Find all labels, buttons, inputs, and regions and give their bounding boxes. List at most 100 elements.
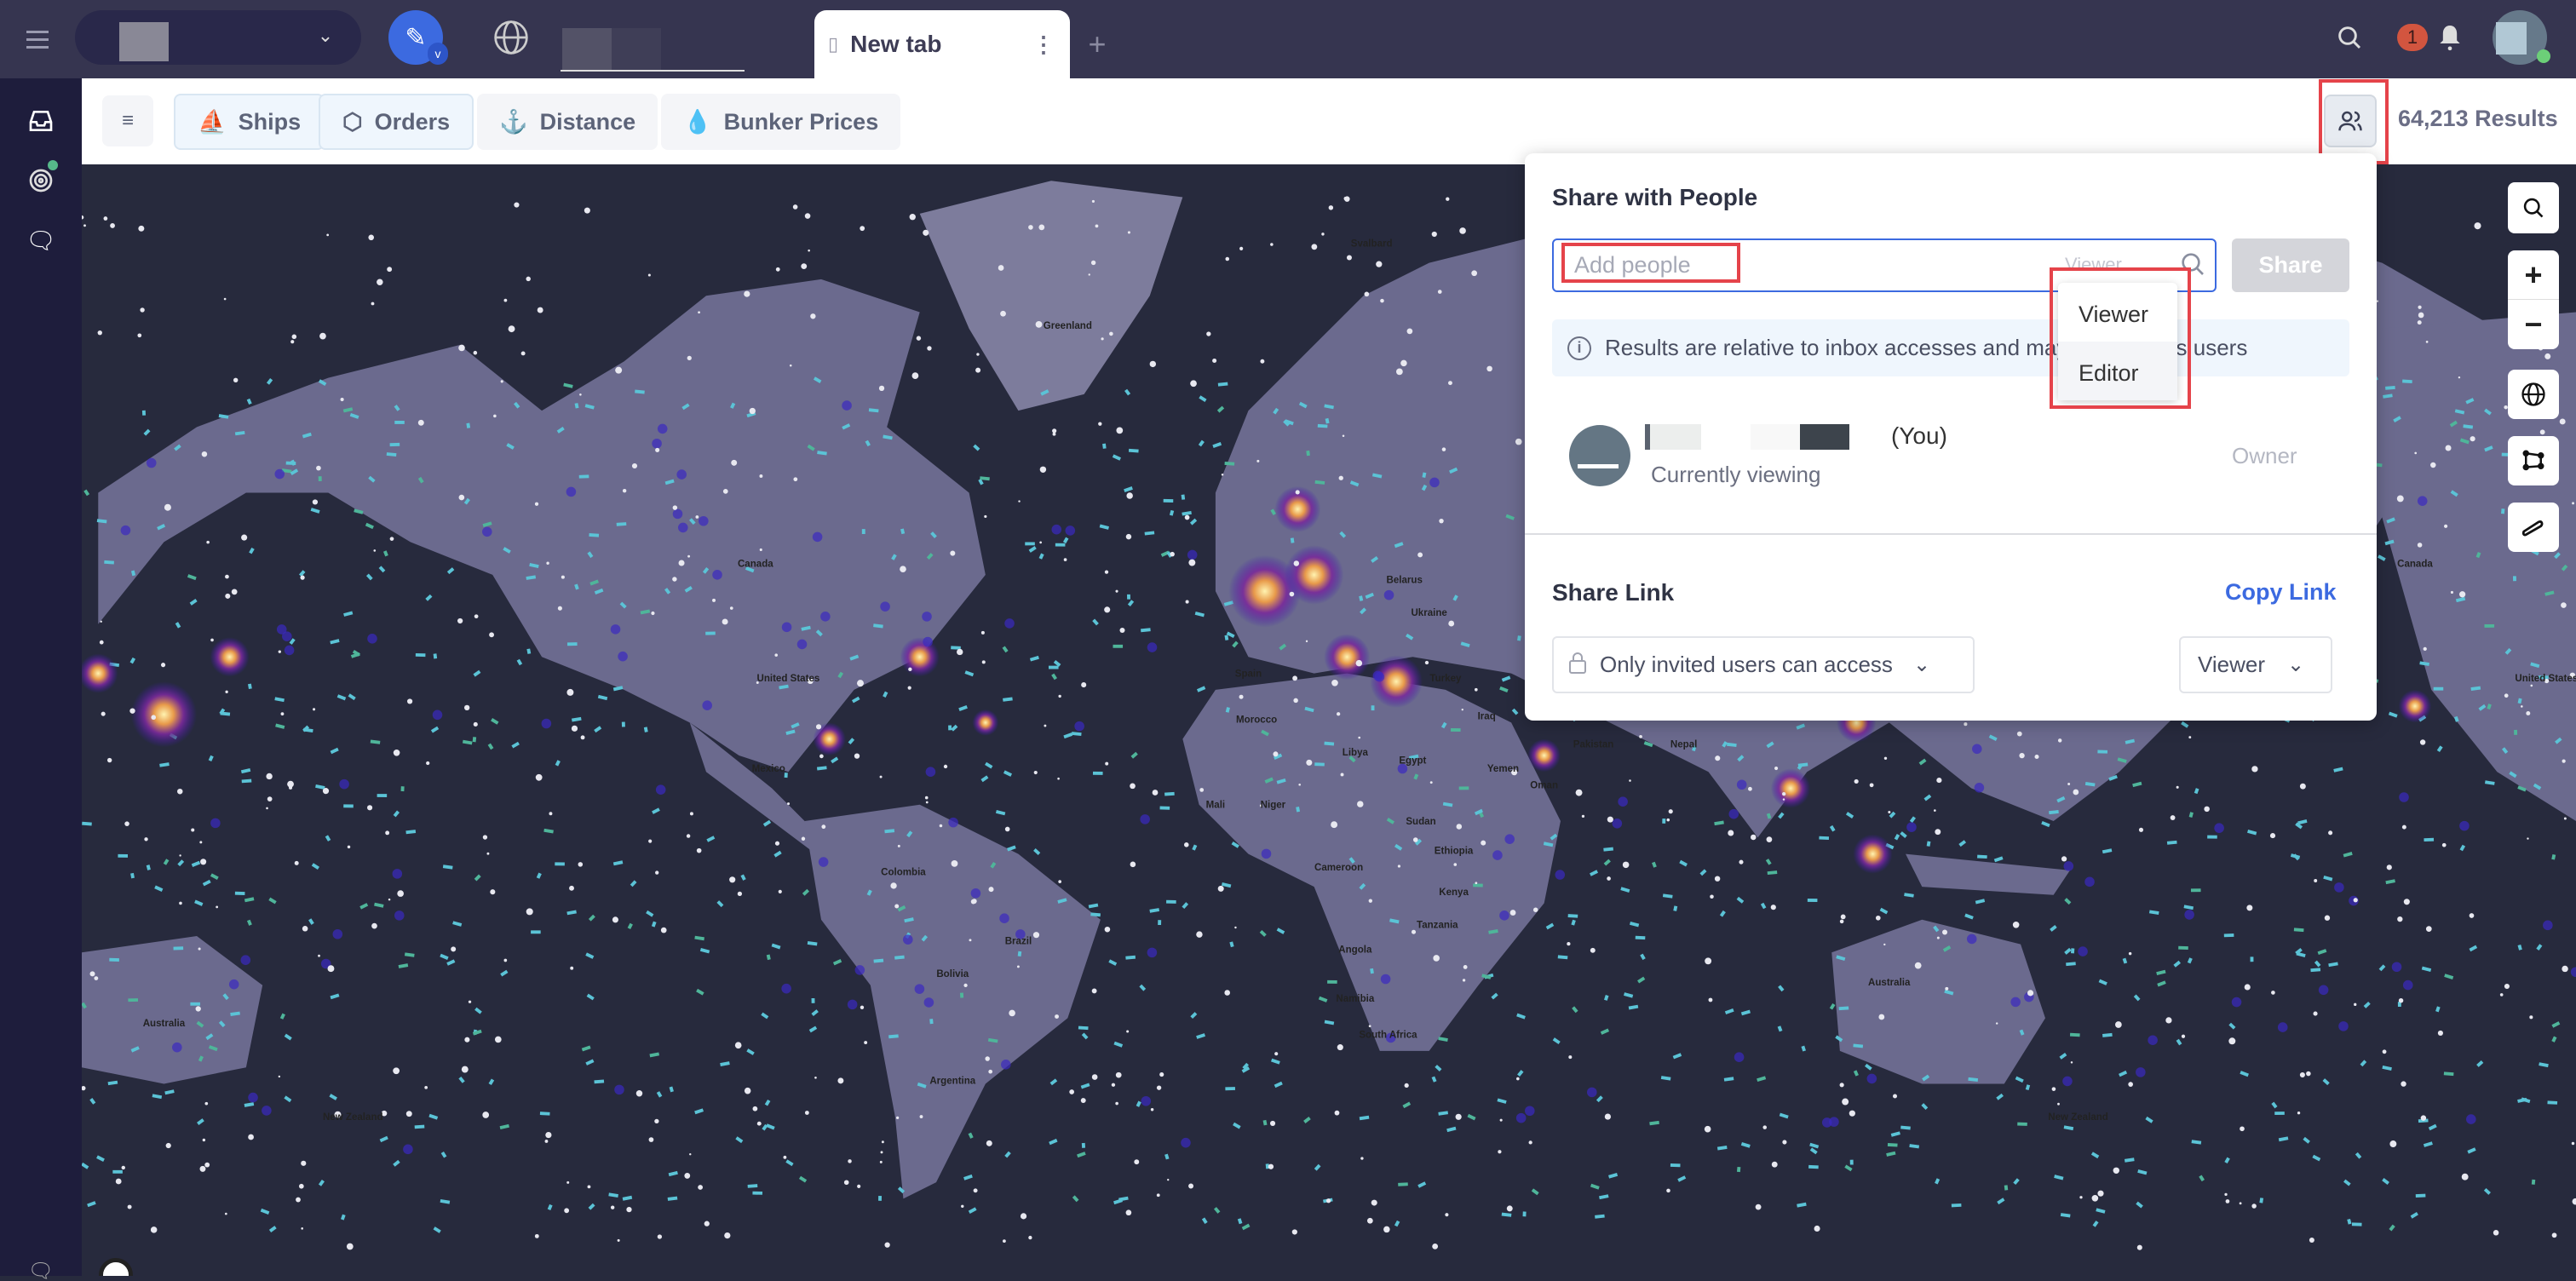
- shipping-route-segment: [2545, 592, 2554, 595]
- shipping-route-segment: [2552, 1023, 2559, 1026]
- vessel-dot: [900, 566, 906, 572]
- shipping-route-segment: [468, 423, 469, 428]
- shipping-route-segment: [133, 571, 134, 576]
- redacted-tab[interactable]: [561, 28, 745, 72]
- shipping-route-segment: [429, 1116, 438, 1118]
- inbox-icon[interactable]: [26, 106, 56, 136]
- chevron-down-icon[interactable]: v: [428, 43, 448, 65]
- chat-icon[interactable]: 🗨: [26, 225, 56, 256]
- globe-view-button[interactable]: [2508, 370, 2559, 419]
- list-view-button[interactable]: ≡: [102, 95, 153, 146]
- ships-button[interactable]: ⛵Ships: [174, 94, 325, 150]
- vessel-dot: [857, 1185, 860, 1188]
- vessel-dot: [1814, 1226, 1820, 1232]
- notification-badge[interactable]: 1: [2397, 24, 2428, 51]
- vessel-dot: [1150, 361, 1156, 367]
- shipping-route-segment: [1264, 1120, 1265, 1125]
- shipping-route-segment: [195, 901, 203, 905]
- heatmap-spot: [782, 623, 792, 633]
- workspace-selector[interactable]: ⌄: [75, 10, 361, 65]
- orders-button[interactable]: ⬡Orders: [319, 94, 474, 150]
- vessel-dot: [898, 845, 900, 847]
- vessel-dot: [116, 1179, 122, 1185]
- search-icon[interactable]: [2334, 22, 2365, 53]
- shipping-route-segment: [1065, 538, 1067, 543]
- shipping-route-segment: [609, 1194, 618, 1196]
- zoom-in-button[interactable]: +: [2508, 250, 2559, 300]
- vessel-dot: [1036, 321, 1043, 328]
- vessel-dot: [1222, 474, 1224, 476]
- copy-link-button[interactable]: Copy Link: [2225, 579, 2337, 606]
- shipping-route-segment: [1606, 996, 1607, 1001]
- vessel-dot: [474, 351, 478, 355]
- plus-icon[interactable]: +: [1082, 29, 1113, 60]
- bunker-prices-button[interactable]: 💧Bunker Prices: [661, 94, 900, 150]
- shipping-route-segment: [576, 584, 578, 589]
- shipping-route-segment: [1630, 923, 1639, 926]
- shipping-route-segment: [1418, 1183, 1425, 1186]
- avatar[interactable]: [2493, 10, 2547, 65]
- shipping-route-segment: [931, 1019, 932, 1024]
- vessel-dot: [166, 1143, 171, 1148]
- share-button[interactable]: Share: [2232, 238, 2349, 292]
- shipping-route-segment: [1439, 1038, 1448, 1040]
- vessel-dot: [1445, 1213, 1448, 1216]
- vessel-dot: [1344, 196, 1349, 201]
- radar-icon[interactable]: [26, 165, 56, 196]
- vessel-dot: [210, 639, 214, 642]
- vessel-dot: [860, 226, 865, 231]
- shipping-route-segment: [1881, 909, 1888, 912]
- shipping-route-segment: [300, 571, 304, 575]
- distance-button[interactable]: ⚓Distance: [477, 94, 658, 150]
- measure-button[interactable]: [2508, 503, 2559, 552]
- link-role-select[interactable]: Viewer ⌄: [2179, 636, 2332, 693]
- vessel-dot: [225, 1213, 227, 1215]
- shipping-route-segment: [2334, 769, 2343, 771]
- shipping-route-segment: [2015, 1077, 2022, 1081]
- map-search-button[interactable]: [2508, 182, 2559, 233]
- vessel-dot: [564, 1208, 569, 1213]
- shipping-route-segment: [2519, 698, 2520, 704]
- shipping-route-segment: [435, 653, 436, 658]
- globe-icon[interactable]: [492, 19, 530, 56]
- shipping-route-segment: [817, 452, 826, 454]
- shipping-route-segment: [1371, 968, 1372, 974]
- vessel-dot: [2561, 602, 2567, 608]
- shipping-route-segment: [629, 924, 631, 929]
- shipping-route-segment: [1078, 1153, 1085, 1156]
- vessel-dot: [2426, 926, 2432, 932]
- vessel-dot: [944, 765, 947, 768]
- access-select[interactable]: Only invited users can access ⌄: [1552, 636, 1975, 693]
- shipping-route-segment: [1439, 1112, 1448, 1114]
- shipping-route-segment: [1726, 1010, 1734, 1013]
- vessel-dot: [690, 812, 693, 815]
- greenland: [920, 181, 1183, 411]
- vessel-dot: [908, 668, 911, 671]
- shipping-route-segment: [598, 697, 607, 698]
- chat-icon[interactable]: 🗨: [26, 1261, 56, 1281]
- shipping-route-segment: [1049, 1140, 1057, 1144]
- shipping-route-segment: [1243, 1225, 1250, 1228]
- shipping-route-segment: [1779, 1026, 1780, 1031]
- shipping-route-segment: [1320, 998, 1327, 1002]
- vessel-dot: [579, 393, 582, 396]
- vessel-dot: [648, 840, 652, 843]
- shipping-route-segment: [2102, 1035, 2112, 1036]
- menu-icon[interactable]: [22, 26, 53, 53]
- more-vertical-icon[interactable]: ⋮: [1032, 32, 1055, 58]
- bell-icon[interactable]: [2436, 22, 2464, 53]
- shipping-route-segment: [1724, 1078, 1734, 1080]
- shipping-route-segment: [343, 409, 353, 411]
- vessel-dot: [2504, 984, 2510, 989]
- vessel-dot: [1669, 809, 1673, 813]
- shipping-route-segment: [589, 1204, 594, 1209]
- vessel-dot: [2562, 760, 2566, 763]
- tab-new-tab[interactable]: ▯ New tab ⋮: [814, 10, 1070, 78]
- zoom-out-button[interactable]: −: [2508, 300, 2559, 349]
- draw-polygon-button[interactable]: [2508, 436, 2559, 485]
- shipping-route-segment: [1326, 418, 1327, 423]
- shipping-route-segment: [1847, 813, 1853, 818]
- vessel-dot: [1112, 1083, 1115, 1087]
- shipping-route-segment: [1661, 1077, 1670, 1079]
- vessel-dot: [1157, 1193, 1160, 1197]
